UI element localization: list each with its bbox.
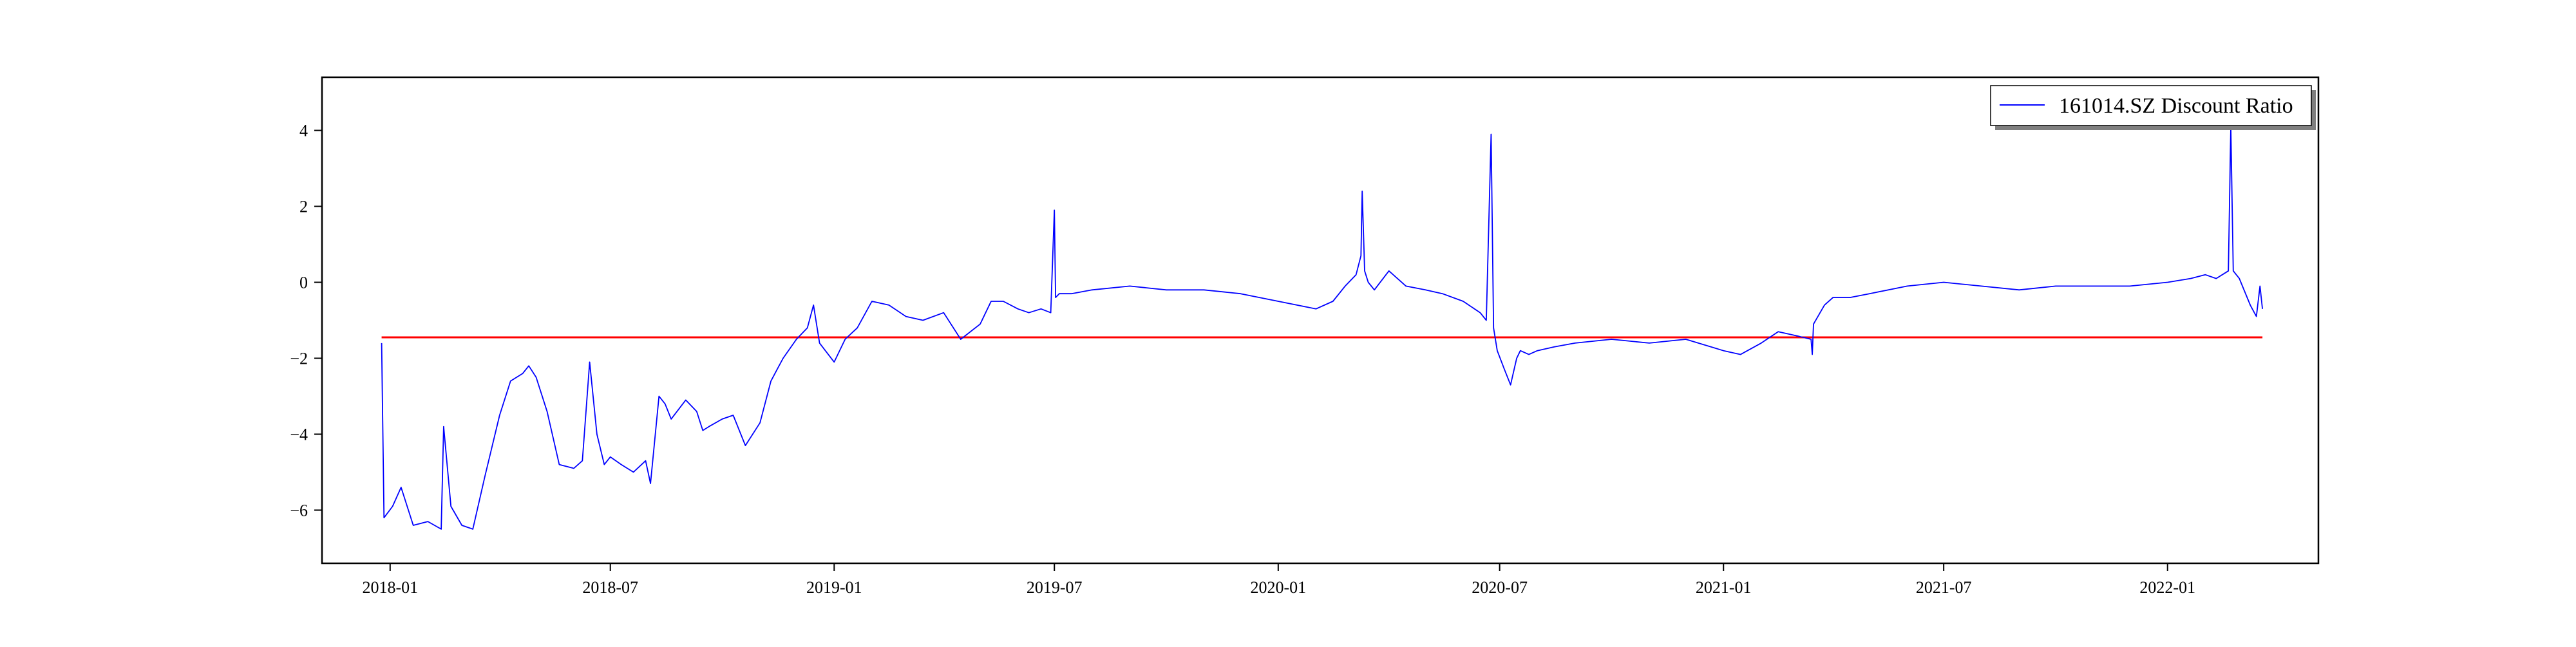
- y-tick-label: 0: [299, 274, 308, 292]
- y-tick-label: 4: [299, 122, 308, 140]
- y-tick-label: 2: [299, 198, 308, 216]
- x-tick-label: 2020-07: [1472, 578, 1528, 597]
- legend-label: 161014.SZ Discount Ratio: [2059, 94, 2293, 118]
- x-tick-label: 2018-01: [362, 578, 418, 597]
- x-tick-label: 2021-07: [1916, 578, 1972, 597]
- x-tick-label: 2022-01: [2139, 578, 2195, 597]
- series-line: [381, 126, 2263, 530]
- x-tick-label: 2019-07: [1027, 578, 1083, 597]
- y-axis: −6 −4 −2 0 2 4: [290, 122, 322, 520]
- y-tick-label: −6: [290, 501, 308, 520]
- plot-frame: [321, 76, 2320, 565]
- x-tick-label: 2018-07: [582, 578, 638, 597]
- series-group: [381, 126, 2263, 530]
- x-tick-label: 2019-01: [806, 578, 862, 597]
- y-tick-label: −4: [290, 425, 308, 444]
- y-tick-label: −2: [290, 349, 308, 368]
- x-tick-label: 2020-01: [1250, 578, 1306, 597]
- x-tick-label: 2021-01: [1696, 578, 1752, 597]
- legend: 161014.SZ Discount Ratio: [1990, 85, 2316, 130]
- x-axis: 2018-01 2018-07 2019-01 2019-07 2020-01 2020-…: [362, 563, 2195, 597]
